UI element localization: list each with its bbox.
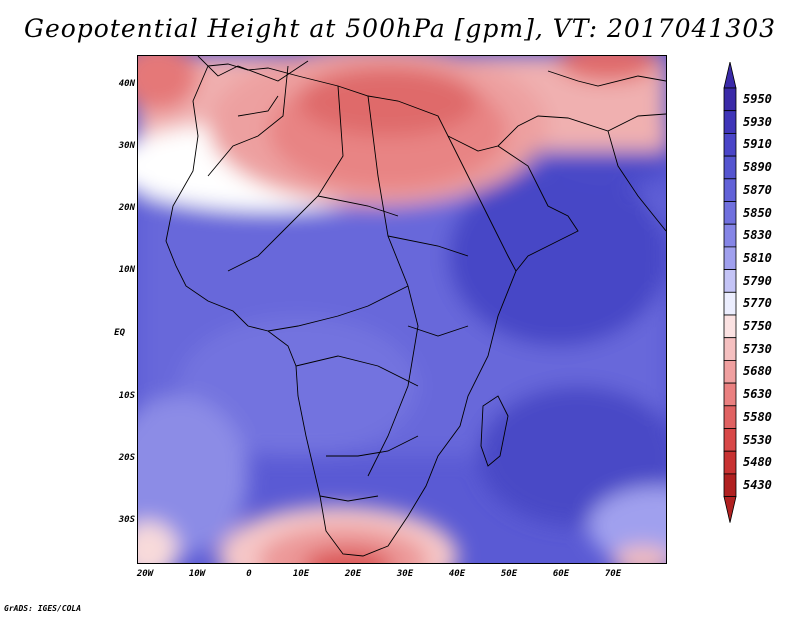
x-tick-label: 20E — [344, 569, 362, 579]
colorbar-cell — [723, 110, 737, 134]
colorbar-cell — [723, 314, 737, 339]
colorbar-cell — [723, 382, 737, 407]
x-tick-label: 10E — [292, 569, 310, 579]
colorbar-label: 5910 — [743, 137, 772, 152]
colorbar-cell — [723, 178, 737, 202]
colorbar-label: 5770 — [743, 296, 772, 311]
colorbar-cell — [723, 337, 737, 361]
y-tick-label: 40N — [118, 79, 135, 89]
colorbar-label: 5730 — [743, 341, 772, 356]
colorbar-cell — [723, 223, 737, 248]
colorbar-label: 5750 — [743, 319, 772, 333]
height-field-shading — [138, 56, 666, 563]
colorbar-label: 5530 — [743, 432, 772, 447]
colorbar — [723, 62, 737, 523]
y-tick-label: 20S — [118, 453, 135, 463]
x-tick-label: 0 — [246, 569, 252, 579]
colorbar-cell — [723, 473, 737, 497]
colorbar-label: 5480 — [743, 455, 772, 470]
colorbar-label: 5830 — [743, 228, 772, 243]
colorbar-top-arrow — [723, 62, 737, 89]
colorbar-cell — [723, 201, 737, 225]
y-tick-label: 20N — [118, 203, 135, 213]
y-tick-label: 10S — [118, 391, 135, 401]
colorbar-cell — [723, 291, 737, 316]
y-tick-label: EQ — [114, 328, 125, 338]
colorbar-cell — [723, 359, 737, 384]
colorbar-cell — [723, 246, 737, 270]
grads-credit: GrADS: IGES/COLA — [4, 604, 82, 613]
coastlines — [165, 56, 666, 557]
colorbar-label: 5680 — [743, 364, 772, 379]
y-tick-label: 30N — [118, 141, 135, 151]
colorbar-label: 5850 — [743, 205, 772, 220]
colorbar-cell — [723, 428, 737, 452]
colorbar-cell — [723, 87, 737, 112]
plot-title: Geopotential Height at 500hPa [gpm], VT:… — [23, 14, 777, 43]
x-tick-label: 30E — [396, 569, 414, 579]
colorbar-cell — [723, 133, 737, 157]
colorbar-cell — [723, 450, 737, 475]
y-tick-label: 10N — [118, 265, 135, 275]
colorbar-label: 5890 — [743, 160, 772, 175]
colorbar-label: 5790 — [743, 273, 772, 288]
x-tick-label: 10W — [188, 569, 206, 579]
colorbar-label: 5930 — [743, 114, 772, 129]
colorbar-label: 5870 — [743, 182, 772, 197]
x-tick-label: 70E — [604, 569, 622, 579]
x-tick-label: 50E — [500, 569, 518, 579]
x-tick-label: 60E — [552, 569, 570, 579]
colorbar-bottom-arrow — [723, 496, 737, 523]
x-tick-label: 20W — [136, 569, 154, 579]
y-tick-label: 30S — [118, 515, 135, 525]
colorbar-cell — [723, 405, 737, 429]
colorbar-cell — [723, 269, 737, 293]
colorbar-label: 5950 — [743, 92, 772, 106]
colorbar-label: 5630 — [743, 387, 772, 402]
map-panel — [137, 55, 667, 564]
colorbar-label: 5810 — [743, 250, 772, 265]
colorbar-cell — [723, 155, 737, 180]
colorbar-label: 5430 — [743, 477, 772, 492]
colorbar-label: 5580 — [743, 409, 772, 424]
x-tick-label: 40E — [448, 569, 466, 579]
